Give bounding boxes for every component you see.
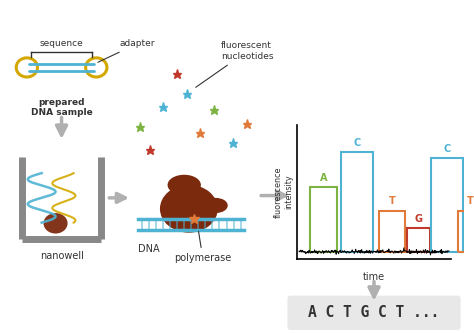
- Text: fluorescence
intensity: fluorescence intensity: [273, 166, 293, 218]
- Bar: [458, 211, 474, 252]
- FancyBboxPatch shape: [287, 296, 461, 330]
- Ellipse shape: [168, 175, 201, 195]
- Text: A: A: [320, 173, 328, 183]
- Text: A C T G C T ...: A C T G C T ...: [309, 305, 440, 320]
- Bar: [379, 211, 405, 252]
- Text: polymerase: polymerase: [174, 231, 231, 263]
- Text: fluorescent
nucleotides: fluorescent nucleotides: [196, 41, 274, 87]
- Ellipse shape: [160, 185, 218, 233]
- Text: adapter: adapter: [98, 39, 155, 62]
- Text: nanowell: nanowell: [40, 251, 83, 261]
- Ellipse shape: [204, 198, 228, 213]
- Text: G: G: [414, 214, 422, 224]
- Text: sequence: sequence: [40, 39, 83, 48]
- Text: DNA: DNA: [138, 244, 159, 254]
- Ellipse shape: [44, 213, 68, 233]
- Text: C: C: [444, 144, 451, 154]
- Bar: [341, 152, 373, 252]
- Text: C: C: [353, 138, 361, 148]
- Bar: [431, 158, 464, 252]
- Text: T: T: [389, 196, 395, 206]
- Bar: [407, 228, 430, 252]
- Text: T: T: [467, 196, 474, 206]
- Text: time: time: [363, 271, 385, 281]
- Text: prepared
DNA sample: prepared DNA sample: [31, 98, 92, 117]
- Bar: [310, 187, 337, 252]
